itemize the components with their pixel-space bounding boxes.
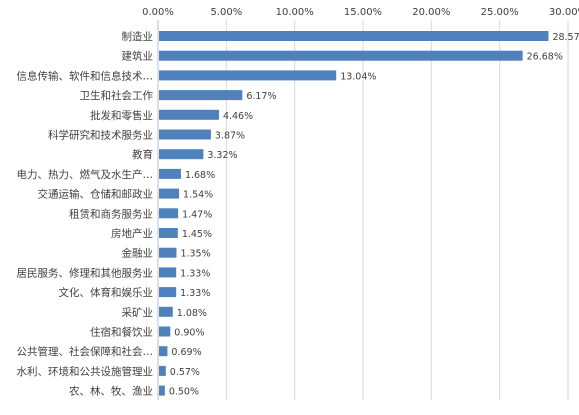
bar	[159, 188, 180, 199]
data-label: 1.68%	[185, 170, 215, 181]
data-label: 0.50%	[169, 387, 199, 398]
bar	[159, 228, 178, 238]
data-label: 6.17%	[246, 91, 276, 102]
data-label: 0.90%	[174, 328, 204, 339]
data-label: 0.69%	[171, 347, 201, 358]
data-label: 1.47%	[182, 209, 212, 220]
data-label: 3.87%	[215, 131, 245, 142]
category-label: 科学研究和技术服务业	[48, 129, 153, 142]
category-label: 房地产业	[111, 227, 153, 240]
data-label: 28.57%	[552, 32, 579, 43]
category-label: 金融业	[122, 247, 154, 260]
bar	[159, 90, 243, 101]
category-label: 卫生和社会工作	[80, 89, 154, 102]
bar	[159, 306, 173, 317]
bar	[159, 247, 177, 258]
bars	[159, 31, 549, 396]
bar	[159, 346, 168, 357]
data-label: 13.04%	[340, 71, 376, 82]
x-tick-label: 5.00%	[210, 7, 242, 18]
data-label: 26.68%	[527, 52, 563, 63]
x-tick-label: 25.00%	[481, 7, 519, 18]
bar	[159, 50, 523, 61]
category-label: 信息传输、软件和信息技术…	[17, 69, 154, 82]
category-label: 住宿和餐饮业	[90, 326, 153, 339]
bar	[159, 31, 549, 41]
category-label: 居民服务、修理和其他服务业	[17, 266, 154, 279]
x-tick-label: 0.00%	[142, 7, 174, 18]
bar	[159, 208, 179, 219]
category-label: 租赁和商务服务业	[69, 207, 153, 220]
bar	[159, 168, 181, 179]
bar	[159, 70, 337, 81]
bar	[159, 267, 177, 278]
category-label: 农、林、牧、渔业	[69, 385, 153, 398]
data-label: 1.35%	[180, 249, 210, 260]
bar	[159, 385, 165, 396]
category-label: 建筑业	[122, 50, 154, 63]
bar	[159, 109, 219, 120]
bar	[159, 365, 166, 376]
category-label: 文化、体育和娱乐业	[59, 286, 154, 299]
bar	[159, 287, 177, 298]
x-tick-label: 10.00%	[276, 7, 314, 18]
category-label: 批发和零售业	[90, 109, 153, 122]
data-label: 1.33%	[180, 268, 210, 279]
bar	[159, 326, 171, 337]
data-label: 1.45%	[182, 229, 212, 240]
data-label: 1.08%	[177, 308, 207, 319]
x-tick-label: 15.00%	[344, 7, 382, 18]
bar	[159, 129, 211, 140]
data-label: 0.57%	[170, 367, 200, 378]
x-tick-label: 30.00%	[549, 7, 579, 18]
data-label: 3.32%	[207, 150, 237, 161]
x-tick-label: 20.00%	[412, 7, 450, 18]
data-labels: 28.57% 26.68% 13.04% 6.17% 4.46% 3.87% 3.32% 1.…	[169, 32, 579, 398]
x-tick-labels: 0.00% 5.00% 10.00% 15.00% 20.00% 25.00% 30.00%	[142, 7, 579, 18]
data-label: 4.46%	[223, 111, 253, 122]
data-label: 1.33%	[180, 288, 210, 299]
bar	[159, 149, 204, 160]
grid-layer	[157, 20, 569, 400]
category-label: 交通运输、仓储和邮政业	[38, 188, 154, 201]
data-label: 1.54%	[183, 190, 213, 201]
category-label: 制造业	[122, 30, 154, 43]
category-label: 教育	[132, 148, 153, 161]
category-label: 电力、热力、燃气及水生产…	[17, 168, 154, 181]
category-label: 公共管理、社会保障和社会…	[17, 345, 154, 358]
category-label: 采矿业	[122, 306, 154, 319]
category-label: 水利、环境和公共设施管理业	[17, 365, 154, 378]
